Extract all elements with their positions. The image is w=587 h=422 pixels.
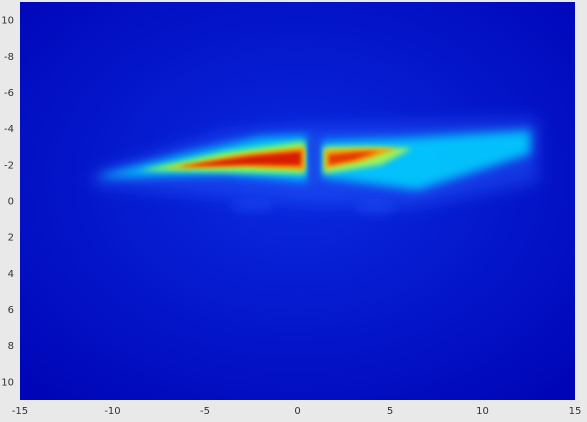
y-tick-label: -6 (4, 88, 14, 99)
center-gap (308, 139, 319, 183)
heat-layers (94, 117, 538, 215)
left-core (179, 151, 302, 167)
faint-blob (229, 200, 274, 213)
x-tick-label: 15 (569, 406, 582, 417)
faint-blob (355, 202, 396, 215)
x-tick-label: -10 (104, 406, 120, 417)
x-tick-label: 10 (476, 406, 489, 417)
right-wing (321, 130, 531, 191)
x-tick-label: 5 (387, 406, 393, 417)
y-tick-label: 4 (8, 269, 14, 280)
y-tick-label: 2 (8, 233, 14, 244)
y-tick-label: 8 (8, 341, 14, 352)
y-tick-label: -8 (4, 52, 14, 63)
x-axis: -15 -10 -5 0 5 10 15 (12, 406, 582, 417)
y-tick-label: -2 (4, 160, 14, 171)
x-tick-label: -15 (12, 406, 28, 417)
right-core (328, 151, 379, 165)
y-tick-label: 10 (1, 377, 14, 388)
y-tick-label: 0 (8, 197, 14, 208)
right-hot (325, 148, 398, 169)
x-tick-label: 0 (294, 406, 300, 417)
y-tick-label: 10 (1, 16, 14, 27)
y-axis: 10 -8 -6 -4 -2 0 2 4 6 8 10 (1, 16, 14, 389)
y-tick-label: -4 (4, 124, 14, 135)
y-tick-label: 6 (8, 305, 14, 316)
x-tick-label: -5 (200, 406, 210, 417)
